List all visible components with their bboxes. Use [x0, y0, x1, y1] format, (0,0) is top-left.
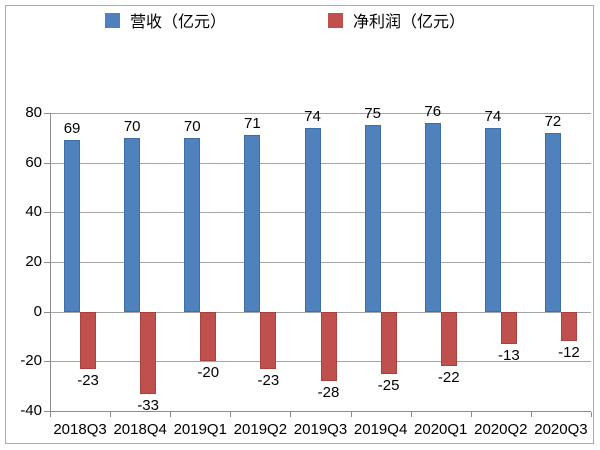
- x-axis-tick: [471, 412, 472, 417]
- bar-revenue: [244, 135, 261, 312]
- y-axis-tick: [44, 411, 50, 412]
- legend-item-revenue: 营收（亿元）: [105, 8, 226, 32]
- bar-value-net-profit: -22: [437, 369, 460, 387]
- x-axis-tick: [230, 412, 231, 417]
- x-axis-label: 2020Q3: [534, 421, 588, 438]
- bar-revenue: [364, 125, 381, 312]
- legend-swatch-revenue: [105, 12, 120, 28]
- bar-revenue: [544, 132, 561, 312]
- legend-label-net-profit: 净利润（亿元）: [353, 14, 466, 31]
- bar-net-profit: [500, 311, 517, 344]
- y-axis-label: -20: [20, 352, 42, 369]
- gridline: [50, 262, 591, 263]
- x-axis-tick: [411, 412, 412, 417]
- bar-value-net-profit: -13: [497, 346, 520, 364]
- y-axis-tick: [44, 212, 50, 213]
- x-axis-tick: [290, 412, 291, 417]
- bar-value-revenue: 69: [63, 120, 81, 138]
- bar-revenue: [64, 140, 81, 312]
- x-axis-line: [50, 411, 591, 412]
- y-axis-label: 40: [25, 203, 42, 220]
- bar-value-net-profit: -33: [137, 396, 159, 414]
- bar-value-net-profit: -12: [558, 344, 580, 362]
- bar-net-profit: [380, 311, 397, 374]
- y-axis-line: [50, 113, 51, 412]
- bar-value-net-profit: -23: [77, 371, 99, 389]
- legend-item-net-profit: 净利润（亿元）: [328, 8, 465, 32]
- x-axis-label: 2020Q2: [474, 421, 528, 438]
- y-axis-tick: [44, 361, 50, 362]
- bar-value-revenue: 76: [424, 102, 442, 120]
- x-axis-label: 2019Q3: [293, 421, 348, 438]
- bar-value-net-profit: -23: [257, 371, 280, 389]
- bar-value-revenue: 74: [484, 107, 502, 125]
- bar-value-net-profit: -28: [317, 384, 340, 402]
- bar-value-revenue: 70: [183, 117, 201, 135]
- y-axis-label: 80: [25, 104, 42, 121]
- x-axis-label: 2019Q4: [353, 421, 408, 438]
- bar-net-profit: [560, 311, 577, 342]
- x-axis-tick: [110, 412, 111, 417]
- y-axis-tick: [44, 312, 50, 313]
- x-axis-tick: [591, 412, 592, 417]
- legend-swatch-net-profit: [328, 12, 343, 28]
- bar-revenue: [484, 127, 501, 312]
- bar-value-net-profit: -25: [377, 376, 400, 394]
- x-axis-tick: [351, 412, 352, 417]
- y-axis-tick: [44, 163, 50, 164]
- legend-label-revenue: 营收（亿元）: [130, 14, 227, 31]
- x-axis-label: 2018Q4: [113, 421, 167, 438]
- bar-net-profit: [260, 311, 277, 369]
- y-axis-tick: [44, 262, 50, 263]
- x-axis-tick: [170, 412, 171, 417]
- y-axis-label: 20: [25, 253, 42, 270]
- x-axis-label: 2018Q3: [53, 421, 107, 438]
- bar-revenue: [424, 122, 441, 312]
- x-axis-tick: [50, 412, 51, 417]
- bar-net-profit: [440, 311, 457, 367]
- gridline: [50, 113, 591, 114]
- bar-value-revenue: 70: [123, 117, 141, 135]
- bar-net-profit: [320, 311, 337, 382]
- x-axis-label: 2019Q1: [173, 421, 227, 438]
- bar-revenue: [124, 137, 141, 312]
- x-axis-label: 2019Q2: [233, 421, 288, 438]
- y-axis-label: 0: [33, 303, 42, 320]
- bar-revenue: [304, 127, 321, 312]
- x-axis-tick: [531, 412, 532, 417]
- gridline: [50, 212, 591, 213]
- bar-value-revenue: 74: [304, 107, 321, 125]
- bar-value-revenue: 71: [244, 115, 261, 133]
- x-axis-label: 2020Q1: [414, 421, 468, 438]
- y-axis-label: -40: [20, 402, 42, 419]
- y-axis-label: 60: [25, 154, 42, 171]
- bar-net-profit: [80, 311, 97, 369]
- bar-revenue: [184, 137, 201, 312]
- y-axis-tick: [44, 113, 50, 114]
- bar-value-net-profit: -20: [197, 364, 220, 382]
- gridline: [50, 163, 591, 164]
- bar-net-profit: [200, 311, 217, 362]
- bar-value-revenue: 75: [364, 105, 381, 123]
- bar-net-profit: [140, 311, 157, 394]
- bar-value-revenue: 72: [544, 112, 562, 130]
